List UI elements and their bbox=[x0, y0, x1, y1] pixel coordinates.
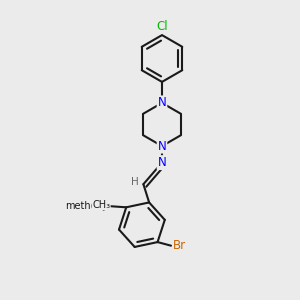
Text: methoxy: methoxy bbox=[65, 201, 107, 211]
Text: Cl: Cl bbox=[156, 20, 168, 33]
Text: O: O bbox=[94, 199, 104, 212]
Text: H: H bbox=[131, 177, 139, 187]
Text: N: N bbox=[158, 140, 166, 153]
Text: CH₃: CH₃ bbox=[92, 200, 110, 210]
Text: Br: Br bbox=[173, 239, 186, 252]
Text: N: N bbox=[158, 96, 166, 110]
Text: N: N bbox=[158, 156, 166, 169]
